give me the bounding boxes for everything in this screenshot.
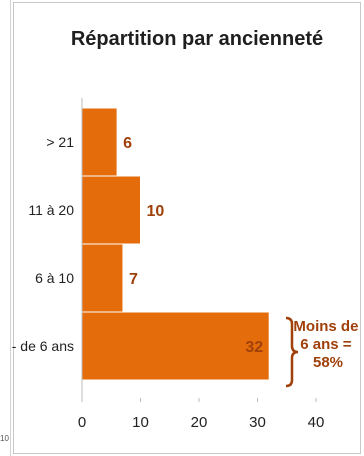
data-label-4: 32	[245, 339, 263, 356]
adjacent-slide-fragment: 10	[0, 434, 9, 443]
annotation-line-1: Moins de	[293, 318, 358, 335]
bar-2	[81, 175, 141, 245]
x-tick-label-3: 20	[191, 414, 208, 431]
chart-panel	[13, 2, 361, 454]
x-tick-label-5: 40	[308, 414, 325, 431]
x-tick-label-2: 10	[132, 414, 149, 431]
category-label-3: 6 à 10	[35, 270, 74, 286]
adjacent-slide-strip: 10	[0, 0, 11, 456]
data-label-3: 7	[129, 271, 138, 288]
x-tick-label-1: 0	[78, 414, 86, 431]
bar-4	[81, 311, 270, 381]
chart-title: Répartition par ancienneté	[71, 28, 323, 50]
x-tick-label-4: 30	[249, 414, 266, 431]
category-label-4: - de 6 ans	[12, 338, 74, 354]
annotation-text: Moins de 6 ans = 58%	[293, 318, 362, 371]
bar-3	[81, 243, 124, 313]
annotation-line-3: 58%	[313, 354, 343, 371]
x-axis: 0 10 20 30 40	[78, 398, 325, 431]
category-label-2: 11 à 20	[28, 202, 74, 218]
category-label-1: > 21	[46, 134, 74, 150]
annotation-group: Moins de 6 ans = 58%	[285, 316, 362, 388]
annotation-line-2: 6 ans =	[300, 336, 352, 353]
bars-layer: > 21 6 11 à 20 10 6 à 10 7 - de 6 ans 32	[12, 107, 270, 381]
bar-1	[81, 107, 118, 177]
annotation-brace	[285, 316, 299, 388]
data-label-2: 10	[147, 203, 165, 220]
data-label-1: 6	[123, 135, 132, 152]
